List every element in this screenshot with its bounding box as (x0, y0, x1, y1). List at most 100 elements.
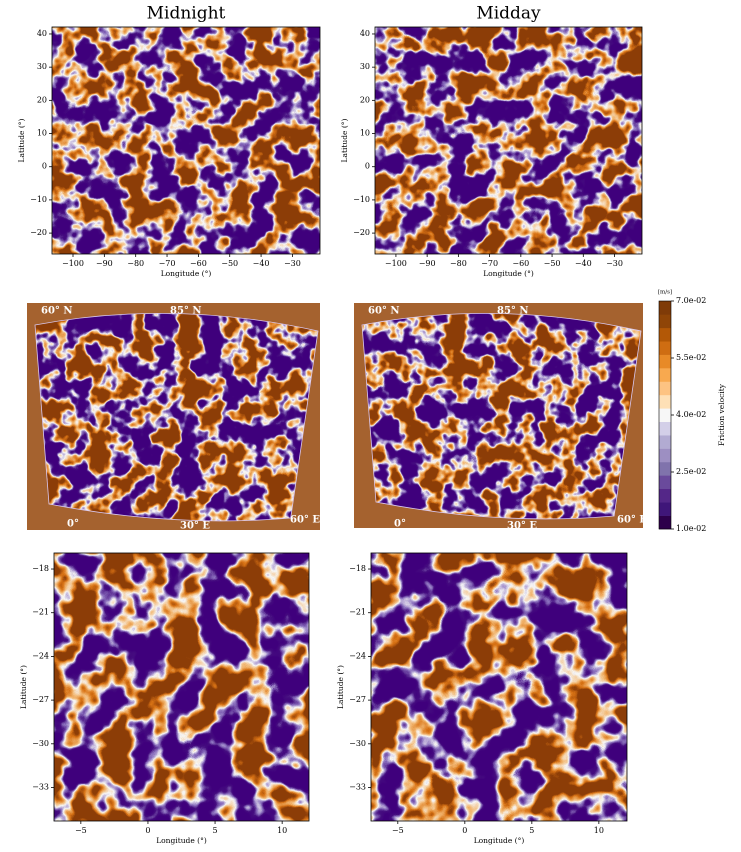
axes-frame (374, 26, 643, 255)
x-tick-label: −60 (512, 259, 529, 268)
colorbar-band (659, 515, 671, 530)
x-tick-label: −70 (481, 259, 498, 268)
map-annotation: 60° N (368, 306, 400, 317)
x-tick-label: −60 (190, 259, 207, 268)
x-tick-label: 0 (462, 826, 467, 835)
y-tick-label: 20 (37, 95, 47, 104)
panel-title: Midday (476, 4, 541, 24)
colorbar-band (659, 301, 671, 315)
y-tick-label: −20 (30, 228, 47, 237)
y-tick-label: −33 (349, 783, 366, 792)
map-annotation: 0° (67, 519, 79, 530)
x-axis-label: Longitude (°) (474, 836, 525, 845)
colorbar-tick-label: 1.0e-02 (676, 524, 706, 533)
map-annotation: 85° N (497, 306, 529, 317)
y-tick-label: −27 (349, 695, 366, 704)
x-tick-label: −40 (575, 259, 592, 268)
map-annotation: 30° E (507, 521, 537, 532)
field (35, 313, 318, 521)
colorbar-band (659, 394, 671, 409)
map-annotation: 30° E (180, 521, 210, 532)
y-tick-label: −24 (349, 651, 366, 660)
x-tick-label: 10 (277, 826, 287, 835)
map-annotation: 60° N (41, 306, 73, 317)
colorbar-band (659, 448, 671, 463)
x-tick-label: −5 (75, 826, 87, 835)
axes-frame (53, 552, 310, 822)
y-axis-label: Latitude (°) (17, 118, 26, 162)
x-tick-label: −80 (450, 259, 467, 268)
y-tick-label: −10 (353, 195, 370, 204)
y-tick-label: −24 (32, 651, 49, 660)
map-annotation: 60° E (290, 515, 320, 526)
y-tick-label: 20 (360, 95, 370, 104)
x-tick-label: 0 (145, 826, 150, 835)
y-axis-label: Latitude (°) (336, 665, 345, 709)
y-tick-label: 10 (37, 129, 47, 138)
x-tick-label: −50 (544, 259, 561, 268)
colorbar-tick-label: 2.5e-02 (676, 467, 706, 476)
colorbar-band (659, 327, 671, 342)
colorbar-band (659, 461, 671, 476)
colorbar-unit: [m/s] (658, 290, 672, 296)
x-tick-label: −80 (127, 259, 144, 268)
y-tick-label: −10 (30, 195, 47, 204)
colorbar-label: Friction velocity (717, 383, 726, 446)
colorbar-band (659, 341, 671, 355)
colorbar-tick-label: 7.0e-02 (676, 296, 706, 305)
x-tick-label: −90 (419, 259, 436, 268)
y-tick-label: −20 (353, 228, 370, 237)
y-tick-label: −21 (349, 608, 366, 617)
y-tick-label: 10 (360, 129, 370, 138)
y-tick-label: −21 (32, 608, 49, 617)
field (375, 27, 642, 254)
y-tick-label: −27 (32, 695, 49, 704)
colorbar-band (659, 475, 671, 490)
y-axis-label: Latitude (°) (340, 118, 349, 162)
domain-outline (34, 312, 319, 522)
map-annotation: 85° N (170, 306, 202, 317)
x-tick-label: 5 (529, 826, 534, 835)
field (52, 27, 320, 254)
y-tick-label: −18 (32, 564, 49, 573)
x-tick-label: −70 (159, 259, 176, 268)
domain-outline (361, 312, 642, 520)
colorbar-band (659, 421, 671, 436)
y-tick-label: 30 (360, 62, 370, 71)
field (362, 313, 641, 519)
x-axis-label: Longitude (°) (161, 269, 212, 278)
x-tick-label: −100 (62, 259, 84, 268)
y-tick-label: −18 (349, 564, 366, 573)
colorbar-tick-label: 5.5e-02 (676, 353, 706, 362)
x-tick-label: −90 (96, 259, 113, 268)
colorbar-tick-label: 4.0e-02 (676, 410, 706, 419)
axes-frame (370, 552, 628, 822)
y-tick-label: −30 (32, 739, 49, 748)
panel-title: Midnight (147, 4, 226, 24)
x-tick-label: −5 (392, 826, 404, 835)
colorbar-band (659, 502, 671, 516)
colorbar-band (659, 354, 671, 369)
x-tick-label: 10 (594, 826, 604, 835)
y-tick-label: 40 (37, 29, 47, 38)
map-annotation: 0° (394, 519, 406, 530)
x-tick-label: −50 (221, 259, 238, 268)
colorbar-band (659, 408, 671, 423)
y-tick-label: −30 (349, 739, 366, 748)
y-tick-label: 0 (42, 162, 47, 171)
y-axis-label: Latitude (°) (19, 665, 28, 709)
colorbar-band (659, 435, 671, 449)
y-tick-label: 30 (37, 62, 47, 71)
axes-frame (51, 26, 321, 255)
x-tick-label: −40 (253, 259, 270, 268)
x-axis-label: Longitude (°) (156, 836, 207, 845)
colorbar-band (659, 368, 671, 382)
x-tick-label: 5 (213, 826, 218, 835)
y-tick-label: 0 (365, 162, 370, 171)
x-axis-label: Longitude (°) (483, 269, 534, 278)
field (54, 553, 309, 821)
field (371, 553, 627, 821)
colorbar-band (659, 381, 671, 396)
